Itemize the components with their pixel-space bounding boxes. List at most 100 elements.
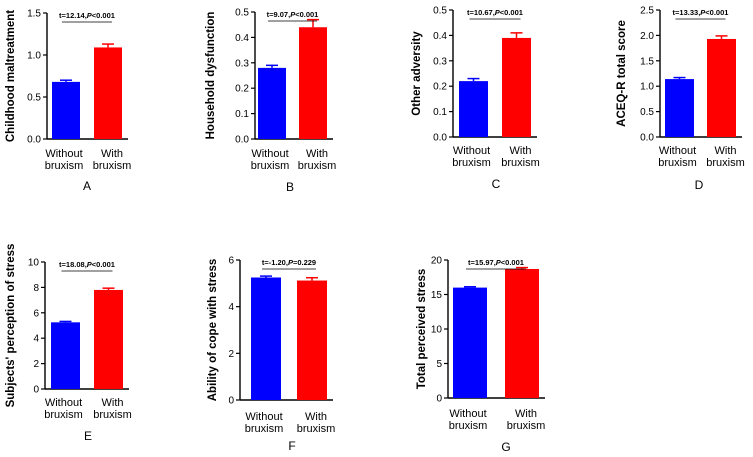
x-category-label: Without: [449, 408, 486, 420]
chart-panel-b: 0.0 0.1 0.2 0.3 0.4 0.5 Household dysfunction W…: [205, 8, 336, 195]
y-tick-label: 2: [33, 359, 39, 370]
x-category-label: With: [510, 145, 532, 157]
bar-with-bruxism: [94, 289, 123, 389]
chart-panel-a: 0.0 0.5 1.0 1.5 Childhood maltreatment Withou…: [5, 9, 131, 194]
y-axis-title: Other adversity: [411, 31, 423, 116]
y-tick-label: 0.0: [433, 133, 447, 144]
x-category-label: bruxism: [44, 409, 83, 421]
y-tick-label: 0.3: [235, 58, 249, 69]
y-axis-title: Household dysfunction: [205, 12, 217, 140]
x-category-label: bruxism: [93, 160, 132, 172]
bar-without-bruxism: [52, 81, 80, 139]
y-tick-label: 6: [228, 256, 234, 267]
stat-annotation: t=18.08,P<0.001: [59, 260, 115, 269]
chart-panel-d: 0.0 0.5 1.0 1.5 2.0 2.5 ACEQ-R total score With…: [616, 6, 745, 193]
x-category-label: With: [102, 397, 124, 409]
y-tick-label: 0.0: [235, 135, 249, 146]
x-category-label: bruxism: [507, 420, 546, 432]
y-tick-label: 1.0: [27, 51, 41, 62]
y-tick-label: 0.2: [235, 84, 249, 95]
x-category-label: bruxism: [93, 409, 132, 421]
y-axis-title: Childhood maltreatment: [5, 10, 17, 142]
y-tick-label: 2.0: [640, 31, 654, 42]
y-axis-title: Subjects' perception of stress: [5, 244, 17, 408]
y-tick-label: 0.0: [640, 133, 654, 144]
bar-with-bruxism: [502, 37, 531, 137]
y-tick-label: 20: [431, 256, 443, 267]
x-category-label: With: [305, 411, 327, 423]
panel-letter: C: [492, 177, 501, 191]
stat-annotation: t=15.97,P<0.001: [468, 258, 524, 267]
y-tick-label: 0.5: [27, 93, 41, 104]
stat-annotation: t=9.07,P<0.001: [267, 10, 319, 19]
y-tick-label: 0.5: [235, 8, 249, 19]
y-tick-label: 6: [33, 308, 39, 319]
bar-without-bruxism: [453, 287, 487, 398]
x-category-label: bruxism: [245, 423, 284, 435]
stat-annotation: t=13.33,P<0.001: [673, 8, 729, 17]
x-category-label: bruxism: [45, 160, 84, 172]
y-axis-title: Total perceived stress: [416, 269, 428, 390]
panel-letter: D: [695, 178, 704, 192]
panel-letter: B: [286, 180, 294, 194]
y-tick-label: 4: [33, 334, 39, 345]
x-category-label: Without: [245, 411, 282, 423]
y-tick-label: 2: [228, 349, 234, 360]
y-tick-label: 0.5: [640, 107, 654, 118]
panel-letter: E: [84, 429, 92, 443]
panel-letter: G: [501, 440, 510, 454]
y-tick-label: 0.5: [433, 6, 447, 17]
y-tick-label: 0.0: [27, 135, 41, 146]
y-tick-label: 5: [436, 359, 442, 370]
x-category-label: Without: [45, 397, 82, 409]
x-category-label: bruxism: [501, 157, 540, 169]
stat-annotation: t=12.14,P<0.001: [59, 11, 115, 20]
y-tick-label: 1.5: [27, 9, 41, 20]
bar-with-bruxism: [297, 280, 327, 400]
x-category-label: bruxism: [658, 157, 697, 169]
x-category-label: Without: [251, 148, 288, 160]
x-category-label: bruxism: [452, 157, 491, 169]
y-tick-label: 0.4: [433, 31, 447, 42]
bar-with-bruxism: [94, 47, 122, 139]
y-tick-label: 8: [33, 283, 39, 294]
x-category-label: Without: [659, 145, 696, 157]
x-category-label: bruxism: [251, 160, 290, 172]
y-tick-label: 2.5: [640, 6, 654, 17]
bar-with-bruxism: [707, 38, 736, 137]
bar-without-bruxism: [665, 79, 694, 137]
y-tick-label: 0.1: [235, 109, 249, 120]
chart-panel-e: 0 2 4 6 8 10 Subjects' perception of stress Wit…: [5, 244, 132, 443]
y-tick-label: 0: [228, 396, 234, 407]
x-category-label: With: [515, 408, 537, 420]
bar-without-bruxism: [459, 81, 488, 137]
x-category-label: bruxism: [297, 423, 336, 435]
bar-without-bruxism: [251, 277, 281, 400]
x-category-label: bruxism: [706, 157, 745, 169]
x-category-label: With: [101, 148, 123, 160]
stat-annotation: t=10.67,P<0.001: [467, 8, 523, 17]
chart-panel-c: 0.0 0.1 0.2 0.3 0.4 0.5 Other adversity Without…: [411, 6, 540, 192]
x-category-label: bruxism: [298, 160, 337, 172]
y-tick-label: 0.2: [433, 82, 447, 93]
y-tick-label: 10: [431, 325, 443, 336]
x-category-label: Without: [45, 148, 82, 160]
x-category-label: With: [715, 145, 737, 157]
y-tick-label: 4: [228, 302, 234, 313]
y-tick-label: 0.4: [235, 33, 249, 44]
x-category-label: bruxism: [449, 420, 488, 432]
bar-without-bruxism: [258, 67, 286, 139]
y-tick-label: 0.3: [433, 56, 447, 67]
panel-letter: A: [83, 179, 91, 193]
y-tick-label: 15: [431, 290, 443, 301]
y-axis-title: ACEQ-R total score: [616, 20, 628, 127]
y-axis-title: Ability of cope with stress: [207, 259, 219, 402]
x-category-label: Without: [453, 145, 490, 157]
x-category-label: With: [306, 148, 328, 160]
stat-annotation: t=-1.20,P=0.229: [262, 258, 316, 267]
y-tick-label: 0: [436, 394, 442, 405]
panel-letter: F: [288, 439, 295, 453]
